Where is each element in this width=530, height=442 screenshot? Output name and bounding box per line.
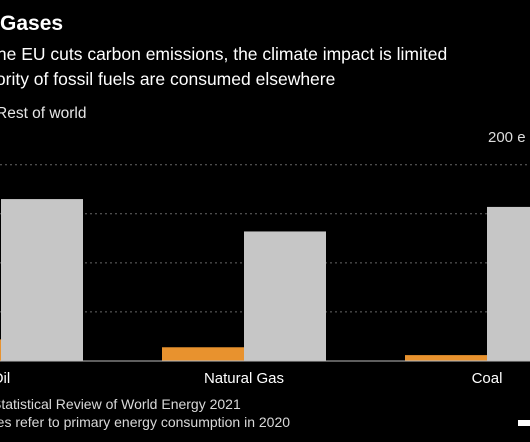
chart-title: Gases <box>0 12 64 35</box>
subtitle-line-2: jority of fossil fuels are consumed else… <box>0 69 336 89</box>
subtitle-line-1: the EU cuts carbon emissions, the climat… <box>0 44 448 64</box>
bars <box>0 199 530 361</box>
x-tick-label: Coal <box>472 370 503 387</box>
bar-oil-eu <box>0 339 1 361</box>
gridlines <box>0 164 530 313</box>
bloomberg-logo <box>518 420 530 426</box>
footer-source: Statistical Review of World Energy 2021 <box>0 396 241 412</box>
x-tick-labels: Oil Natural Gas Coal <box>0 370 502 387</box>
bar-coal-rest-of-world <box>487 206 530 361</box>
bar-natural-gas-rest-of-world <box>244 231 326 361</box>
legend-rest-of-world: Rest of world <box>0 105 87 122</box>
x-tick-label: Natural Gas <box>204 370 284 387</box>
chart-subtitle: the EU cuts carbon emissions, the climat… <box>0 42 530 92</box>
footer-note: res refer to primary energy consumption … <box>0 414 291 430</box>
bar-natural-gas-eu <box>162 347 244 361</box>
gridline-top-label: 200 e <box>488 129 526 146</box>
bar-oil-rest-of-world <box>1 199 83 361</box>
x-tick-label: Oil <box>0 370 10 387</box>
bar-coal-eu <box>405 355 487 361</box>
